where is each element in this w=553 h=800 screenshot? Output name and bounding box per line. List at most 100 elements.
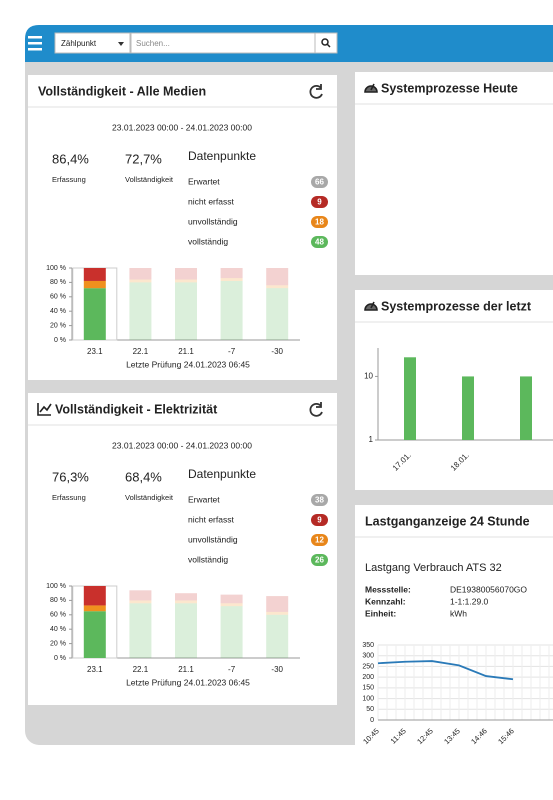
count-badge (311, 494, 328, 506)
field-value: DE19380056070GO (450, 584, 527, 594)
bar-segment (220, 278, 243, 281)
bar-segment (129, 603, 152, 658)
bar-segment (266, 268, 289, 286)
y-tick-label: 300 (362, 653, 374, 660)
refresh-button[interactable] (309, 84, 323, 99)
stat-label: Vollständigkeit (125, 175, 174, 184)
y-tick-label: 0 (370, 717, 374, 724)
panel-title: Lastganganzeige 24 Stunde (365, 514, 530, 528)
count-value: 38 (315, 496, 324, 505)
count-value: 18 (315, 218, 324, 227)
search-button[interactable] (314, 32, 338, 54)
count-value: 9 (317, 198, 322, 207)
select-text: Zählpunkt (61, 39, 97, 48)
bar-segment (175, 603, 197, 658)
bar (520, 376, 532, 440)
count-badge (311, 514, 328, 526)
datapoints-title: Datenpunkte (188, 467, 256, 481)
y-tick-label: 100 % (46, 583, 66, 590)
datapoint-label: nicht erfasst (188, 514, 234, 524)
field-label: Kennzahl: (365, 596, 406, 606)
count-badge (311, 176, 328, 188)
y-tick-label: 60 % (50, 612, 66, 619)
bar-segment (220, 594, 243, 604)
count-badge (311, 196, 328, 208)
datapoint-label: vollständig (188, 554, 228, 564)
count-value: 66 (315, 178, 324, 187)
y-tick-label: 60 % (50, 294, 66, 301)
last-check: Letzte Prüfung 24.01.2023 06:45 (126, 677, 250, 687)
count-value: 48 (315, 238, 324, 247)
datapoint-label: nicht erfasst (188, 196, 234, 206)
menu-button[interactable] (28, 36, 42, 51)
datapoints-title: Datenpunkte (188, 149, 256, 163)
bar-segment (129, 279, 152, 283)
y-tick-label: 350 (362, 642, 374, 649)
bar-segment (83, 611, 106, 658)
x-tick-label: 23.1 (87, 347, 103, 356)
stat-value: 72,7% (125, 151, 162, 166)
y-tick-label: 40 % (50, 308, 66, 315)
panel-title: Vollständigkeit - Elektrizität (55, 402, 218, 416)
stat-value: 86,4% (52, 151, 89, 166)
stat-value: 76,3% (52, 469, 89, 484)
datapoint-label: unvollständig (188, 534, 238, 544)
panel (28, 393, 337, 705)
x-tick-label: -30 (271, 347, 283, 356)
bar-segment (220, 603, 243, 607)
x-tick-label: 21.1 (178, 665, 194, 674)
bar-segment (266, 614, 289, 658)
x-tick-label: 23.1 (87, 665, 103, 674)
field-label: Einheit: (365, 608, 396, 618)
bar-segment (83, 268, 106, 281)
y-tick-label: 200 (362, 674, 374, 681)
gauge-icon (364, 83, 378, 93)
field-value: 1-1:1.29.0 (450, 596, 489, 606)
bar-segment (220, 280, 243, 340)
y-tick-label: 0 % (54, 655, 66, 662)
y-tick-label: 150 (362, 685, 374, 692)
bar-segment (175, 268, 197, 280)
stat-label: Vollständigkeit (125, 493, 174, 502)
field-label: Messstelle: (365, 584, 411, 594)
y-tick-label: 100 % (46, 265, 66, 272)
subtitle: Lastgang Verbrauch ATS 32 (365, 562, 502, 574)
bar-segment (175, 282, 197, 340)
y-tick-label: 250 (362, 663, 374, 670)
panel (355, 505, 553, 765)
x-tick-label: 21.1 (178, 347, 194, 356)
datapoint-label: unvollständig (188, 216, 238, 226)
y-tick-label: 20 % (50, 322, 66, 329)
stat-label: Erfassung (52, 493, 86, 502)
period: 23.01.2023 00:00 - 24.01.2023 00:00 (112, 440, 252, 450)
select-arrow (118, 42, 124, 46)
y-tick-label: 80 % (50, 279, 66, 286)
bar-segment (83, 586, 106, 606)
bar-segment (129, 282, 152, 340)
chart-icon (37, 403, 52, 416)
stat-value: 68,4% (125, 469, 162, 484)
panel-title: Systemprozesse Heute (381, 81, 518, 95)
stat-label: Erfassung (52, 175, 86, 184)
y-tick-label: 80 % (50, 597, 66, 604)
bar-segment (266, 596, 289, 612)
panel-title: Vollständigkeit - Alle Medien (38, 84, 206, 98)
bar-segment (175, 279, 197, 283)
bar (462, 376, 474, 440)
search-placeholder: Suchen... (136, 39, 170, 48)
bar-segment (266, 285, 289, 289)
bar-segment (83, 288, 106, 340)
gauge-icon (364, 301, 378, 311)
datapoint-label: Erwartet (188, 494, 220, 504)
count-badge (311, 216, 328, 228)
bar-segment (175, 593, 197, 601)
y-tick-label: 10 (364, 372, 373, 381)
meter-select[interactable] (54, 32, 131, 54)
refresh-button[interactable] (309, 402, 323, 417)
y-tick-label: 1 (369, 435, 374, 444)
search-icon (321, 38, 331, 48)
count-badge (311, 554, 328, 566)
bar-segment (129, 590, 152, 601)
bar-segment (220, 268, 243, 279)
